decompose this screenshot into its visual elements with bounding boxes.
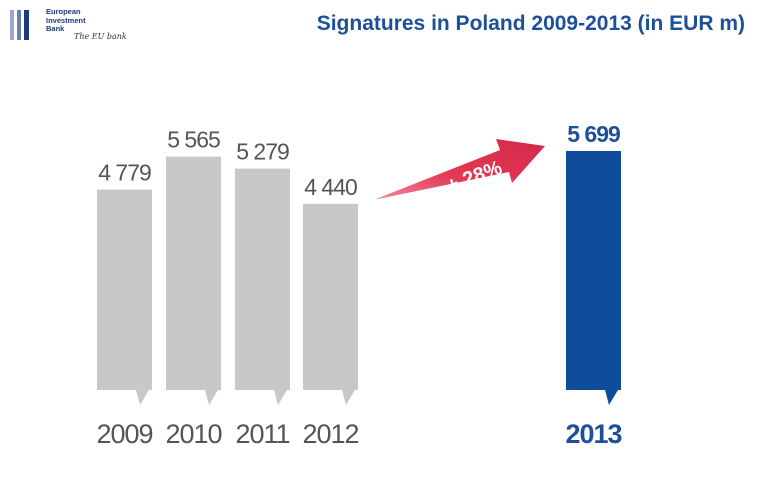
bar-tail-2013 <box>605 390 618 405</box>
value-label-2012: 4 440 <box>304 174 357 200</box>
bar-2012 <box>303 203 358 390</box>
value-label-2013: 5 699 <box>567 121 620 147</box>
bar-tail-2012 <box>342 390 355 405</box>
eib-logo-name: European Investment Bank <box>46 7 86 34</box>
category-label-2010: 2010 <box>165 419 221 449</box>
bar-2011 <box>235 168 290 390</box>
category-label-2011: 2011 <box>235 419 289 449</box>
bar-tail-2011 <box>274 390 287 405</box>
logo-line-3: Bank <box>46 24 65 33</box>
eib-logo-bars-icon <box>10 10 29 40</box>
bar-tail-2009 <box>136 390 149 405</box>
value-label-2010: 5 565 <box>167 127 220 153</box>
value-label-2009: 4 779 <box>98 160 151 186</box>
logo-line-1: European <box>46 7 81 16</box>
category-label-2009: 2009 <box>96 419 152 449</box>
value-label-2011: 5 279 <box>236 139 289 165</box>
growth-arrow <box>376 139 545 199</box>
bar-2009 <box>97 189 152 390</box>
logo-tagline: The EU bank <box>74 32 127 41</box>
category-label-2012: 2012 <box>302 419 358 449</box>
chart-title: Signatures in Poland 2009-2013 (in EUR m… <box>316 12 745 35</box>
bar-2010 <box>166 156 221 390</box>
logo-line-2: Investment <box>46 15 86 25</box>
eib-logo: European Investment Bank The EU bank <box>8 4 148 48</box>
bar-2013 <box>566 151 621 390</box>
bar-tail-2010 <box>205 390 218 405</box>
category-label-2013: 2013 <box>565 419 622 449</box>
